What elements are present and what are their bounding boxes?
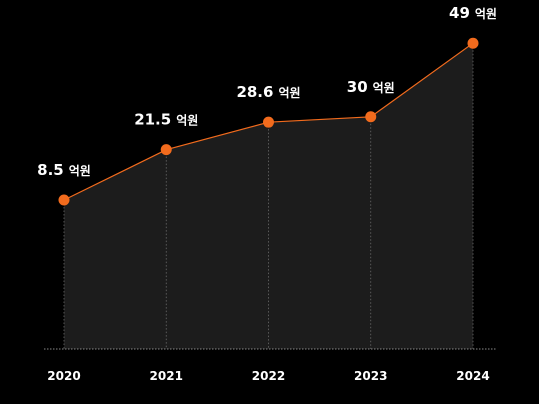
droplines: [63, 43, 474, 349]
data-label-2021: 21.5 억원: [134, 111, 198, 129]
data-point-2023: [365, 111, 377, 123]
x-tick-label-2024: 2024: [456, 369, 489, 383]
data-point-2020: [58, 194, 70, 206]
data-point-2022: [263, 116, 274, 128]
data-label-2023: 30 억원: [347, 78, 395, 96]
x-tick-label-2020: 2020: [47, 369, 80, 383]
data-points: [58, 37, 479, 206]
data-label-2024: 49 억원: [449, 4, 497, 22]
data-label-2022: 28.6 억원: [236, 83, 300, 101]
data-labels: 8.5 억원 21.5 억원 28.6 억원 30 억원 49 억원: [37, 4, 497, 179]
x-tick-label-2021: 2021: [150, 369, 183, 383]
x-tick-label-2023: 2023: [354, 369, 387, 383]
data-label-2020: 8.5 억원: [37, 161, 91, 179]
data-point-2024: [467, 37, 479, 49]
x-axis-tick-labels: 2020 2021 2022 2023 2024: [47, 369, 489, 383]
x-tick-label-2022: 2022: [252, 369, 285, 383]
data-point-2021: [160, 144, 172, 156]
